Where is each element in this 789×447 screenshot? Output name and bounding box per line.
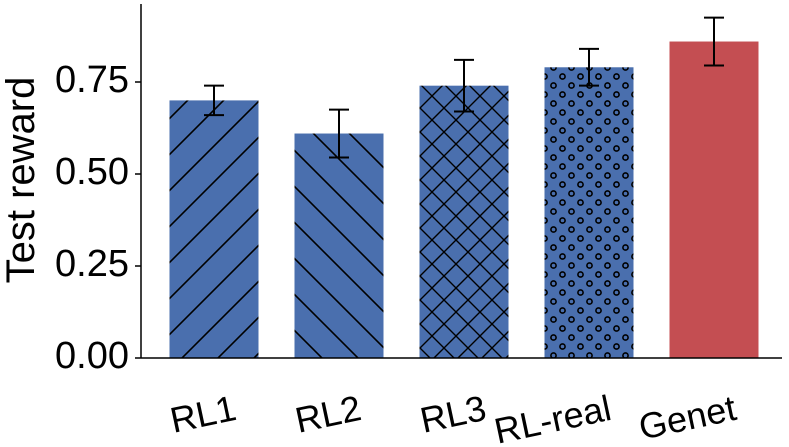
bar-rl3 [419,85,509,359]
y-tick-label: 0.00 [55,335,129,377]
bar-genet [669,41,759,359]
error-bar-rl2 [329,108,349,159]
bar-rl-real [544,67,634,358]
x-tick-label-rl3: RL3 [417,387,490,441]
error-bar-rl-real [579,47,599,87]
error-bar-rl1 [204,84,224,117]
x-tick-label-rl1: RL1 [167,387,240,441]
bar-rl1 [169,100,259,359]
y-tick-label: 0.75 [55,59,129,101]
bar-rl2 [294,133,384,358]
error-bar-rl3 [454,58,474,113]
y-tick-label: 0.50 [55,151,129,193]
x-tick-label-genet: Genet [635,387,739,447]
y-tick-label: 0.25 [55,243,129,285]
error-bar-genet [704,16,724,67]
x-tick-label-rl-real: RL-real [491,387,615,447]
y-axis-title: Test reward [0,77,43,284]
x-tick-label-rl2: RL2 [292,387,365,441]
